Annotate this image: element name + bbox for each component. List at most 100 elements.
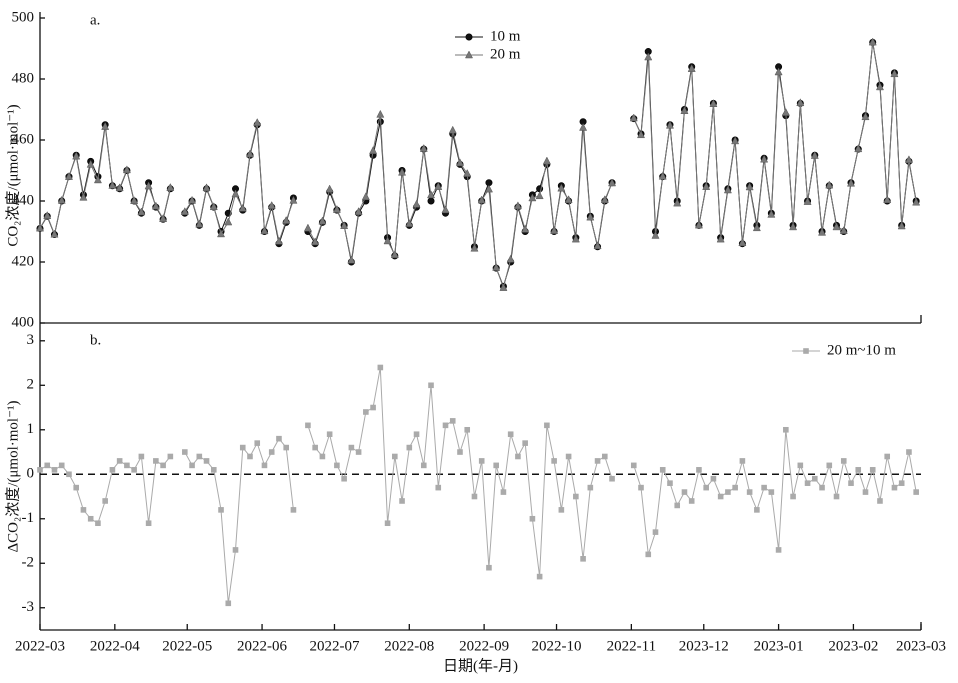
data-point <box>93 175 102 184</box>
series-line <box>39 42 917 290</box>
data-point <box>325 184 334 193</box>
data-point <box>289 195 298 204</box>
data-point <box>231 189 240 198</box>
data-point <box>716 234 725 243</box>
data-point <box>804 480 811 486</box>
data-point <box>580 556 586 562</box>
data-point <box>709 99 718 107</box>
x-tick-label: 2022-08 <box>384 638 434 654</box>
data-point <box>593 241 602 250</box>
x-tick-label: 2022-03 <box>15 638 65 654</box>
data-point <box>904 155 913 164</box>
data-point <box>122 165 131 174</box>
data-point <box>600 195 609 204</box>
data-point <box>890 69 899 78</box>
panel-label: b. <box>90 332 101 348</box>
x-tick-label: 2022-09 <box>459 638 509 654</box>
data-point <box>153 458 159 464</box>
data-point <box>73 484 80 491</box>
data-point <box>196 453 203 460</box>
data-point <box>477 195 486 204</box>
data-point <box>789 222 798 231</box>
data-point <box>274 236 283 245</box>
data-point <box>846 178 856 187</box>
data-point <box>493 462 499 469</box>
data-point <box>37 467 43 473</box>
x-tick-label: 2022-06 <box>237 638 287 654</box>
legend-marker <box>465 33 473 41</box>
data-point <box>891 484 898 491</box>
data-point <box>731 136 740 145</box>
data-point <box>781 108 790 116</box>
data-point <box>50 229 59 238</box>
data-point <box>282 215 291 224</box>
data-point <box>745 182 754 191</box>
data-point <box>253 118 262 126</box>
y-tick-label: 460 <box>12 131 35 147</box>
data-point <box>420 462 427 469</box>
data-point <box>412 199 421 208</box>
data-point <box>877 498 883 504</box>
data-point <box>725 489 731 495</box>
data-point <box>283 444 289 451</box>
data-point <box>86 159 95 168</box>
data-point <box>87 515 94 522</box>
data-point <box>470 243 479 252</box>
data-point <box>557 183 566 192</box>
data-point <box>500 489 507 495</box>
x-tick-label: 2022-04 <box>90 638 140 654</box>
data-point <box>217 229 226 238</box>
data-point <box>245 149 255 158</box>
data-point <box>544 422 550 429</box>
data-point <box>703 484 709 491</box>
data-point <box>188 195 197 204</box>
data-point <box>536 573 543 580</box>
data-point <box>674 502 681 509</box>
data-point <box>354 207 363 215</box>
panel-label: a. <box>90 12 100 28</box>
data-point <box>869 467 876 473</box>
data-point <box>95 520 101 527</box>
x-tick-label: 2023-03 <box>896 638 946 654</box>
data-point <box>202 183 211 192</box>
data-point <box>638 484 644 491</box>
data-point <box>210 467 217 473</box>
legend-label: 10 m <box>490 28 521 44</box>
y-axis-label: ΔCO₂浓度/(μmol·mol⁻¹) <box>4 401 21 553</box>
legend-label: 20 m <box>490 46 521 62</box>
data-point <box>463 169 472 177</box>
data-point <box>303 223 312 232</box>
data-point <box>182 449 188 455</box>
data-point <box>694 220 703 229</box>
data-point <box>318 216 327 225</box>
data-point <box>145 520 152 527</box>
data-point <box>159 214 168 222</box>
y-tick-label: -1 <box>22 510 35 526</box>
data-point <box>521 224 530 233</box>
data-point <box>579 122 588 131</box>
data-point <box>790 493 796 500</box>
y-tick-label: 440 <box>12 192 35 208</box>
data-point <box>535 191 544 200</box>
data-point <box>645 551 652 558</box>
data-point <box>797 462 804 469</box>
data-point <box>839 226 848 234</box>
data-point <box>144 181 153 190</box>
data-point <box>840 458 847 464</box>
data-point <box>203 458 210 464</box>
data-point <box>427 197 435 205</box>
data-point <box>413 431 420 438</box>
data-point <box>754 507 760 513</box>
data-point <box>862 489 869 495</box>
data-point <box>906 449 912 455</box>
data-point <box>261 462 268 469</box>
data-point <box>832 222 841 231</box>
data-point <box>680 106 689 114</box>
data-point <box>629 113 638 122</box>
data-point <box>137 207 146 216</box>
data-point <box>347 255 356 264</box>
data-point <box>405 219 414 227</box>
data-point <box>826 462 833 469</box>
data-point <box>913 489 919 495</box>
data-point <box>189 462 195 469</box>
